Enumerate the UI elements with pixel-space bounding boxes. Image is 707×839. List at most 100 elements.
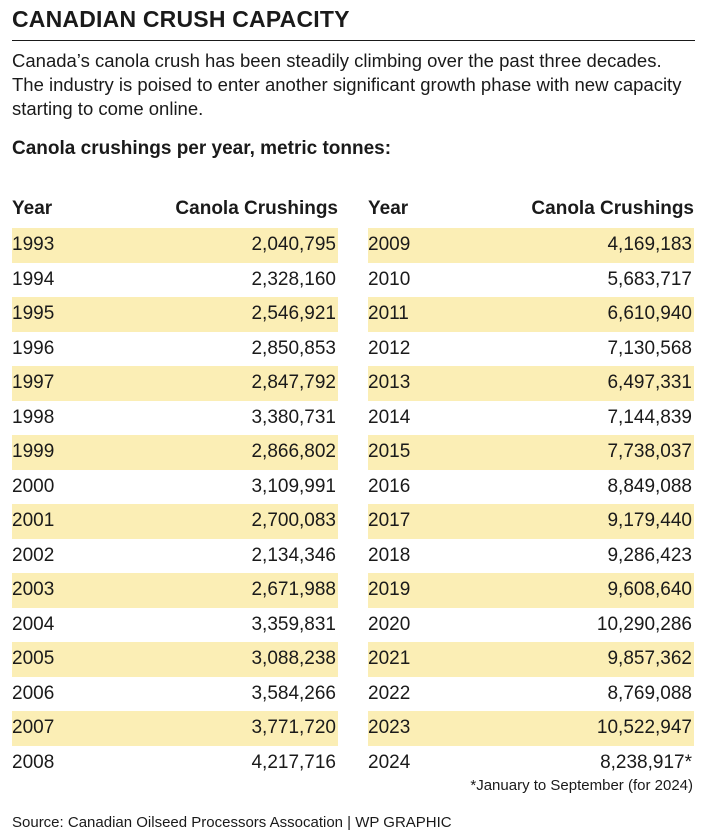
table-row: 2012 7,130,568 [368,332,694,367]
table-header: Year Canola Crushings [368,190,694,228]
table-right-column: Year Canola Crushings 2009 4,169,183 2010 5… [368,190,694,780]
table-row: 2017 9,179,440 [368,504,694,539]
cell-crushings: 8,769,088 [607,682,692,704]
cell-year: 2015 [368,441,411,463]
cell-year: 1996 [12,337,55,359]
table-row: 2011 6,610,940 [368,297,694,332]
cell-year: 2021 [368,648,411,670]
cell-crushings: 9,857,362 [607,648,692,670]
cell-crushings: 9,608,640 [607,579,692,601]
cell-crushings: 2,328,160 [251,268,336,290]
cell-year: 2012 [368,337,411,359]
table-subhead: Canola crushings per year, metric tonnes… [12,138,392,159]
cell-crushings: 4,169,183 [607,234,692,256]
table-row: 1997 2,847,792 [12,366,338,401]
header-crushings: Canola Crushings [531,198,694,219]
cell-crushings: 2,546,921 [251,303,336,325]
table-row: 2008 4,217,716 [12,746,338,781]
table-row: 1998 3,380,731 [12,401,338,436]
cell-year: 2016 [368,475,411,497]
table-row: 2009 4,169,183 [368,228,694,263]
table-row: 2013 6,497,331 [368,366,694,401]
cell-crushings: 3,771,720 [251,717,336,739]
table-row: 2018 9,286,423 [368,539,694,574]
cell-year: 2004 [12,613,55,635]
cell-year: 2001 [12,510,55,532]
table-row: 2004 3,359,831 [12,608,338,643]
cell-crushings: 2,671,988 [251,579,336,601]
table-row: 2022 8,769,088 [368,677,694,712]
header-year: Year [368,198,409,219]
table-row: 2006 3,584,266 [12,677,338,712]
cell-crushings: 2,850,853 [251,337,336,359]
cell-crushings: 10,522,947 [596,717,692,739]
cell-crushings: 2,040,795 [251,234,336,256]
cell-crushings: 6,497,331 [607,372,692,394]
cell-year: 2014 [368,406,411,428]
cell-year: 2007 [12,717,55,739]
cell-crushings: 3,380,731 [251,406,336,428]
cell-year: 2018 [368,544,411,566]
cell-crushings: 9,179,440 [607,510,692,532]
cell-crushings: 9,286,423 [607,544,692,566]
cell-year: 2010 [368,268,411,290]
cell-year: 2003 [12,579,55,601]
cell-year: 2019 [368,579,411,601]
table-row: 2020 10,290,286 [368,608,694,643]
table-row: 1993 2,040,795 [12,228,338,263]
table-row: 2007 3,771,720 [12,711,338,746]
table-row: 2021 9,857,362 [368,642,694,677]
table-row: 2015 7,738,037 [368,435,694,470]
cell-crushings: 7,130,568 [607,337,692,359]
chart-title: CANADIAN CRUSH CAPACITY [12,6,350,32]
table-row: 1999 2,866,802 [12,435,338,470]
cell-crushings: 2,700,083 [251,510,336,532]
cell-year: 2013 [368,372,411,394]
footnote: *January to September (for 2024) [470,777,693,794]
table-row: 2014 7,144,839 [368,401,694,436]
cell-crushings: 3,584,266 [251,682,336,704]
cell-crushings: 3,359,831 [251,613,336,635]
cell-year: 1998 [12,406,55,428]
cell-year: 2009 [368,234,411,256]
cell-crushings: 5,683,717 [607,268,692,290]
table-header: Year Canola Crushings [12,190,338,228]
cell-year: 2006 [12,682,55,704]
table-row: 2001 2,700,083 [12,504,338,539]
cell-year: 2002 [12,544,55,566]
cell-crushings: 7,738,037 [607,441,692,463]
cell-year: 2011 [368,303,409,325]
header-year: Year [12,198,53,219]
cell-year: 2023 [368,717,411,739]
cell-year: 2020 [368,613,411,635]
table-row: 2002 2,134,346 [12,539,338,574]
cell-crushings: 2,866,802 [251,441,336,463]
table-rows-left: 1993 2,040,795 1994 2,328,160 1995 2,546,921 1… [12,228,338,780]
cell-year: 1994 [12,268,55,290]
cell-year: 2000 [12,475,55,497]
cell-year: 2017 [368,510,411,532]
cell-crushings: 8,849,088 [607,475,692,497]
cell-year: 2022 [368,682,411,704]
table-row: 2000 3,109,991 [12,470,338,505]
cell-crushings: 2,847,792 [251,372,336,394]
table-row: 2019 9,608,640 [368,573,694,608]
cell-crushings: 10,290,286 [596,613,692,635]
table-row: 2003 2,671,988 [12,573,338,608]
title-rule [12,40,695,41]
cell-year: 2024 [368,751,411,773]
cell-crushings: 2,134,346 [251,544,336,566]
table-row: 2010 5,683,717 [368,263,694,298]
cell-year: 2005 [12,648,55,670]
table-row: 2005 3,088,238 [12,642,338,677]
table-row: 2016 8,849,088 [368,470,694,505]
table-left-column: Year Canola Crushings 1993 2,040,795 1994 2… [12,190,338,780]
cell-crushings: 8,238,917* [600,751,692,773]
table-rows-right: 2009 4,169,183 2010 5,683,717 2011 6,610,940 2… [368,228,694,780]
cell-crushings: 4,217,716 [251,751,336,773]
table-row: 1996 2,850,853 [12,332,338,367]
source-line: Source: Canadian Oilseed Processors Asso… [12,814,452,831]
header-crushings: Canola Crushings [175,198,338,219]
cell-crushings: 6,610,940 [607,303,692,325]
cell-crushings: 7,144,839 [607,406,692,428]
